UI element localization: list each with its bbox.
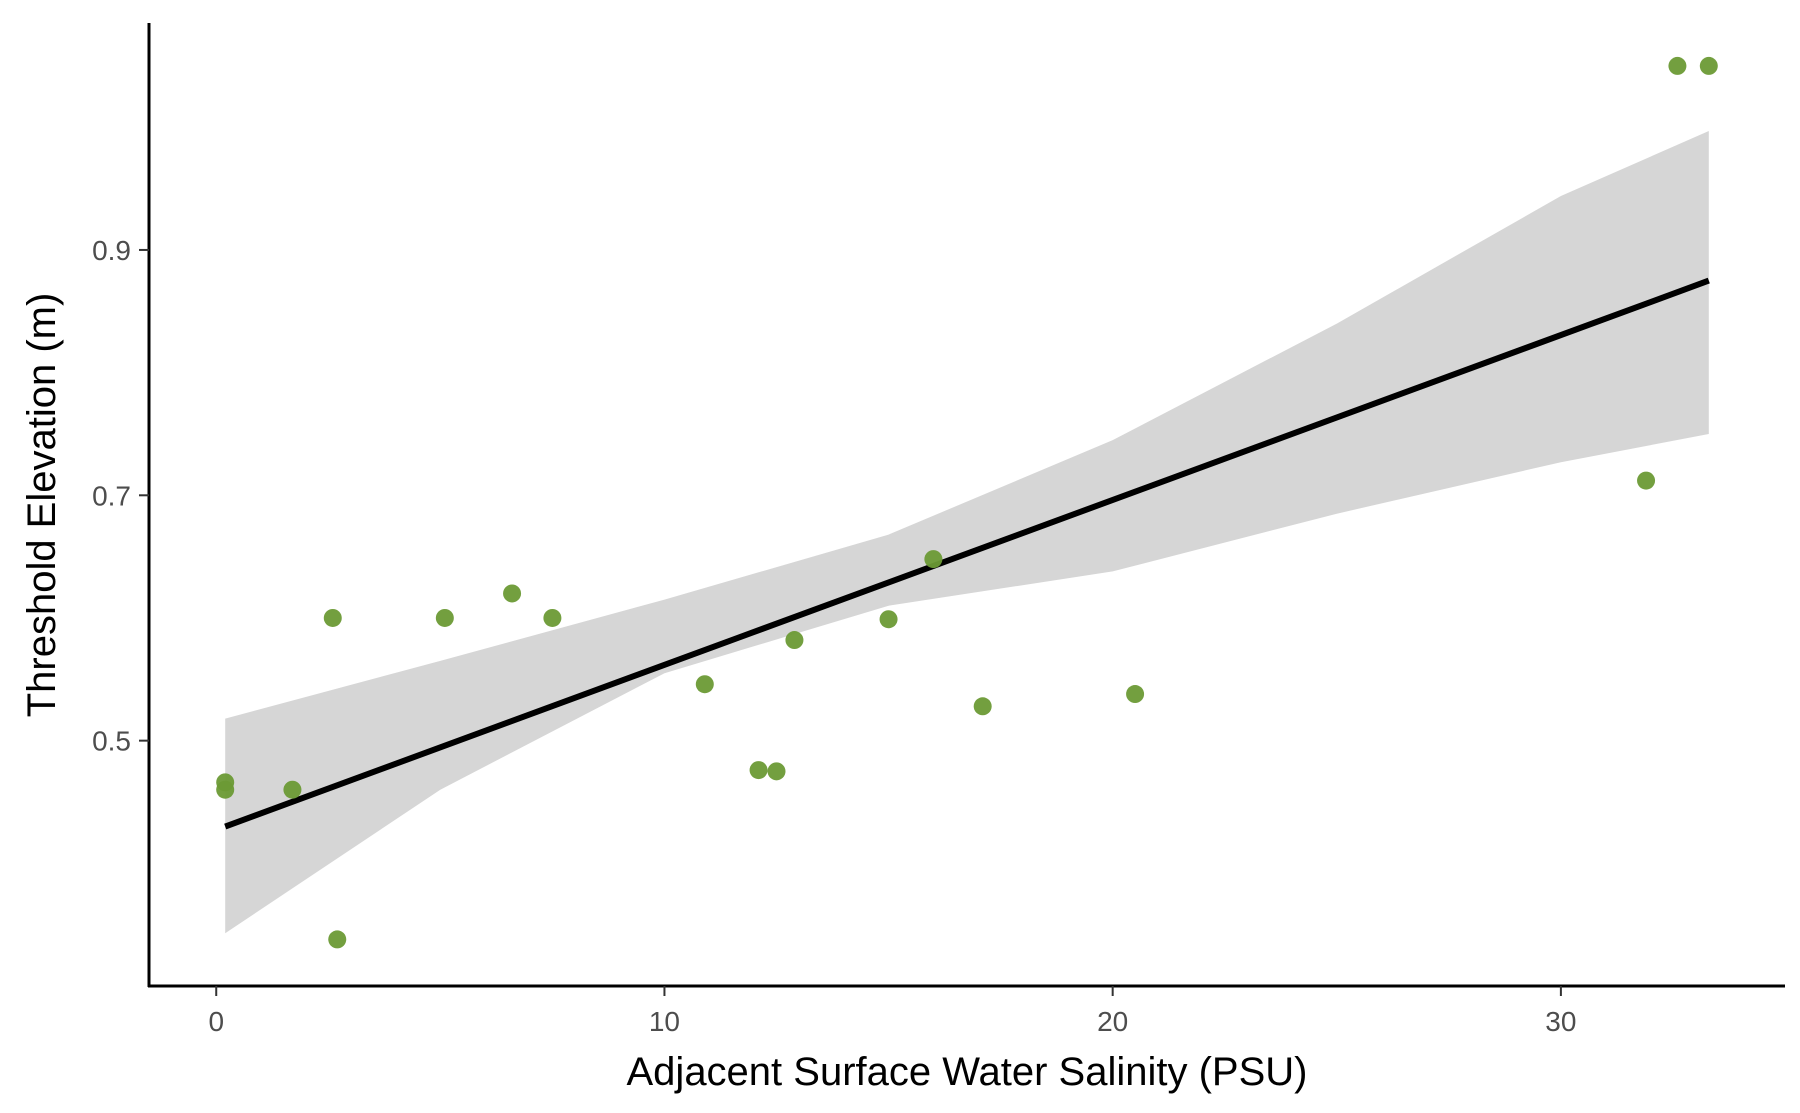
y-tick-label: 0.5 bbox=[92, 726, 131, 757]
data-point bbox=[216, 780, 235, 799]
data-point bbox=[785, 631, 804, 650]
data-point bbox=[973, 697, 992, 716]
x-tick-label: 20 bbox=[1097, 1006, 1128, 1037]
data-point bbox=[749, 761, 768, 780]
data-point bbox=[767, 762, 786, 781]
y-tick-label: 0.7 bbox=[92, 480, 131, 511]
data-point bbox=[879, 610, 898, 629]
data-point bbox=[323, 608, 342, 627]
ticks: 0 10 20 30 0.5 0.7 0.9 bbox=[92, 235, 1576, 1037]
regression-line bbox=[224, 277, 1710, 830]
x-axis-title: Adjacent Surface Water Salinity (PSU) bbox=[627, 1050, 1308, 1094]
data-point bbox=[1668, 56, 1687, 75]
data-point bbox=[543, 608, 562, 627]
data-point bbox=[695, 675, 714, 694]
axes bbox=[147, 23, 1785, 988]
y-axis-title: Threshold Elevation (m) bbox=[20, 293, 64, 718]
data-points-layer bbox=[216, 56, 1718, 949]
data-point bbox=[1699, 56, 1718, 75]
x-tick-label: 10 bbox=[649, 1006, 680, 1037]
x-tick-label: 30 bbox=[1545, 1006, 1576, 1037]
data-point bbox=[435, 608, 454, 627]
data-point bbox=[283, 780, 302, 799]
data-point bbox=[1126, 685, 1145, 704]
confidence-band-layer bbox=[225, 131, 1709, 934]
confidence-band bbox=[225, 131, 1709, 934]
data-point bbox=[503, 584, 522, 603]
data-point bbox=[924, 550, 943, 569]
fit-line-layer bbox=[224, 277, 1710, 830]
x-tick-label: 0 bbox=[208, 1006, 224, 1037]
data-point bbox=[1637, 471, 1656, 490]
data-point bbox=[328, 930, 347, 949]
y-tick-label: 0.9 bbox=[92, 235, 131, 266]
